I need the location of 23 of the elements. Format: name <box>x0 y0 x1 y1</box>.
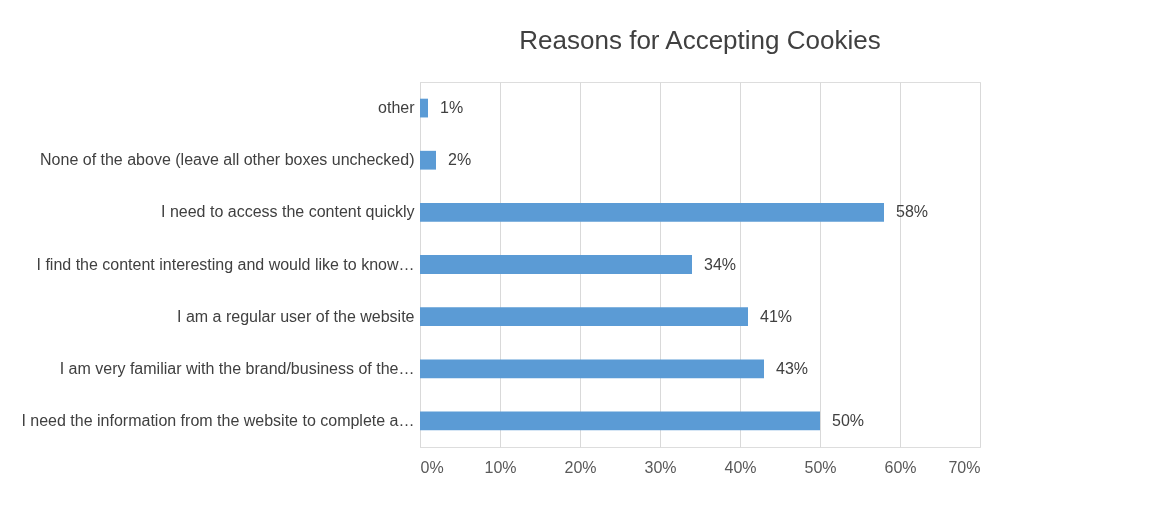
y-tick-label: other <box>378 99 416 117</box>
data-label: 41% <box>760 307 793 325</box>
x-tick-label: 70% <box>948 458 981 476</box>
y-tick-label: I am very familiar with the brand/business of the… <box>59 359 415 377</box>
data-label: 2% <box>448 151 472 169</box>
x-tick-label: 20% <box>564 458 597 476</box>
x-tick-label: 60% <box>884 458 917 476</box>
data-label: 34% <box>704 255 737 273</box>
y-tick-label: I am a regular user of the website <box>177 307 415 325</box>
y-tick-label: I find the content interesting and would like to know… <box>36 255 415 273</box>
x-tick-label: 30% <box>644 458 677 476</box>
x-tick-label: 10% <box>484 458 517 476</box>
chart-title: Reasons for Accepting Cookies <box>519 25 881 55</box>
x-tick-label: 0% <box>420 458 444 476</box>
y-tick-label: I need to access the content quickly <box>161 203 415 221</box>
data-label: 43% <box>776 359 809 377</box>
y-tick-label: None of the above (leave all other boxes unchecked) <box>40 151 415 169</box>
data-label: 58% <box>896 203 929 221</box>
y-tick-label: I need the information from the website to complete a… <box>21 411 415 429</box>
data-label: 50% <box>832 411 865 429</box>
x-tick-label: 50% <box>804 458 837 476</box>
x-tick-label: 40% <box>724 458 757 476</box>
data-label: 1% <box>440 99 464 117</box>
